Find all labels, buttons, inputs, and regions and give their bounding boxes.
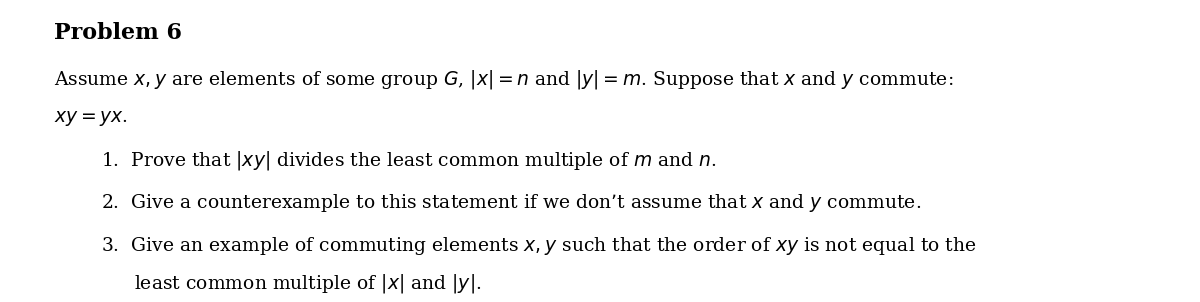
- Text: Problem 6: Problem 6: [54, 22, 182, 44]
- Text: 2.  Give a counterexample to this statement if we don’t assume that $x$ and $y$ : 2. Give a counterexample to this stateme…: [101, 192, 922, 214]
- Text: Assume $x, y$ are elements of some group $G$, $|x| = n$ and $|y| = m$. Suppose t: Assume $x, y$ are elements of some group…: [54, 68, 954, 91]
- Text: least common multiple of $|x|$ and $|y|$.: least common multiple of $|x|$ and $|y|$…: [134, 272, 481, 295]
- Text: 1.  Prove that $|xy|$ divides the least common multiple of $m$ and $n$.: 1. Prove that $|xy|$ divides the least c…: [101, 149, 716, 172]
- Text: 3.  Give an example of commuting elements $x, y$ such that the order of $xy$ is : 3. Give an example of commuting elements…: [101, 235, 977, 257]
- Text: $xy = yx$.: $xy = yx$.: [54, 109, 128, 128]
